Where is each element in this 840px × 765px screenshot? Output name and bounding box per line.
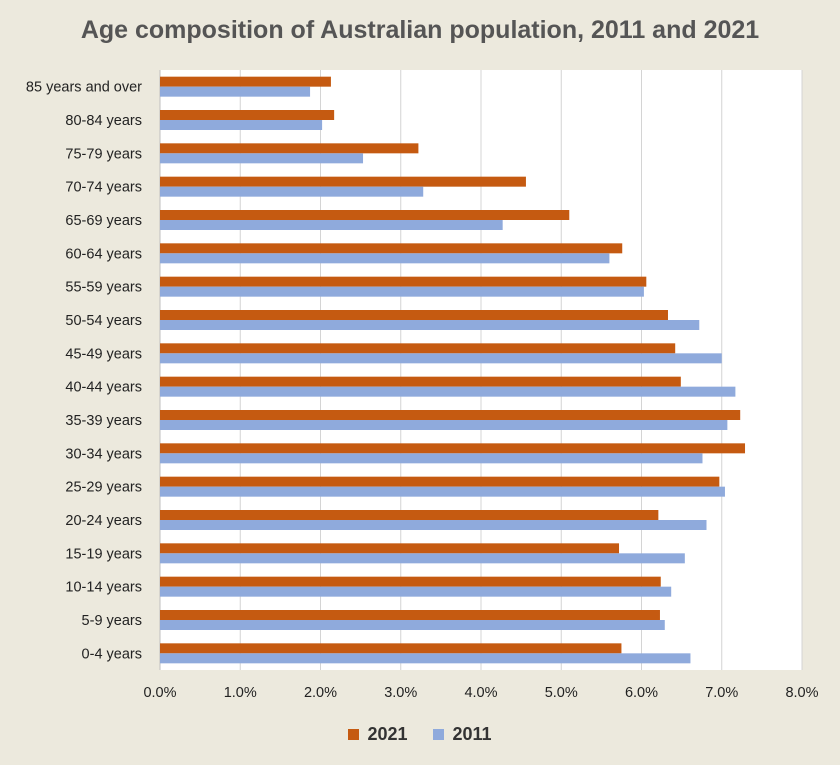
bar-2021 xyxy=(160,410,741,420)
x-tick-label: 5.0% xyxy=(545,685,578,701)
bar-2021 xyxy=(160,76,331,87)
category-label: 60-64 years xyxy=(65,246,142,262)
bar-2011 xyxy=(160,220,503,230)
category-label: 85 years and over xyxy=(26,80,142,96)
bar-2021 xyxy=(160,143,419,154)
x-tick-label: 0.0% xyxy=(143,685,176,701)
category-label: 50-54 years xyxy=(65,313,142,329)
bar-2011 xyxy=(160,486,725,497)
x-tick-label: 6.0% xyxy=(625,685,658,701)
bar-2011 xyxy=(160,153,364,164)
bar-2021 xyxy=(160,176,526,187)
category-label: 30-34 years xyxy=(65,446,142,462)
bar-2021 xyxy=(160,276,647,287)
category-label: 40-44 years xyxy=(65,380,142,396)
category-label: 25-29 years xyxy=(65,480,142,496)
category-label: 75-79 years xyxy=(65,146,142,162)
legend-swatch-2011 xyxy=(433,729,445,740)
bar-2011 xyxy=(160,520,707,530)
x-tick-label: 1.0% xyxy=(224,685,257,701)
bar-2021 xyxy=(160,610,660,620)
category-label: 55-59 years xyxy=(65,280,142,296)
bar-2011 xyxy=(160,353,722,364)
bar-2021 xyxy=(160,210,570,220)
bar-2021 xyxy=(160,343,676,354)
chart-title: Age composition of Australian population… xyxy=(80,16,760,44)
bar-2011 xyxy=(160,253,610,264)
category-label: 0-4 years xyxy=(82,646,142,662)
bar-2011 xyxy=(160,620,665,630)
category-label: 65-69 years xyxy=(65,213,142,229)
bar-2011 xyxy=(160,553,685,564)
x-tick-label: 7.0% xyxy=(705,685,738,701)
bar-2011 xyxy=(160,86,311,97)
bar-2011 xyxy=(160,386,736,397)
category-label: 15-19 years xyxy=(65,546,142,562)
bar-2011 xyxy=(160,653,691,664)
legend-label-2011: 2011 xyxy=(452,724,492,744)
category-label: 80-84 years xyxy=(65,113,142,129)
bar-2011 xyxy=(160,420,728,430)
category-label: 20-24 years xyxy=(65,513,142,529)
bar-2021 xyxy=(160,476,720,487)
category-label: 35-39 years xyxy=(65,413,142,429)
bar-2021 xyxy=(160,576,661,587)
legend: 2021 2011 xyxy=(0,724,840,745)
bar-2021 xyxy=(160,643,622,654)
bar-2021 xyxy=(160,243,623,254)
bar-2021 xyxy=(160,443,746,454)
bar-2011 xyxy=(160,286,644,297)
x-tick-label: 3.0% xyxy=(384,685,417,701)
category-label: 5-9 years xyxy=(82,613,142,629)
bar-2011 xyxy=(160,120,323,130)
category-label: 70-74 years xyxy=(65,180,142,196)
bar-2021 xyxy=(160,376,681,387)
bar-2021 xyxy=(160,110,335,120)
bar-2011 xyxy=(160,186,424,197)
bar-2011 xyxy=(160,320,700,330)
x-tick-label: 2.0% xyxy=(304,685,337,701)
bar-2021 xyxy=(160,543,620,554)
legend-label-2021: 2021 xyxy=(367,724,408,744)
bar-2011 xyxy=(160,586,672,597)
legend-swatch-2021 xyxy=(348,729,360,740)
bar-2021 xyxy=(160,310,668,320)
x-tick-label: 4.0% xyxy=(464,685,497,701)
category-label: 45-49 years xyxy=(65,346,142,362)
bar-2021 xyxy=(160,510,659,520)
legend-item-2011: 2011 xyxy=(433,724,492,745)
x-tick-label: 8.0% xyxy=(785,685,818,701)
bar-2011 xyxy=(160,453,703,464)
category-label: 10-14 years xyxy=(65,580,142,596)
legend-item-2021: 2021 xyxy=(348,724,407,745)
